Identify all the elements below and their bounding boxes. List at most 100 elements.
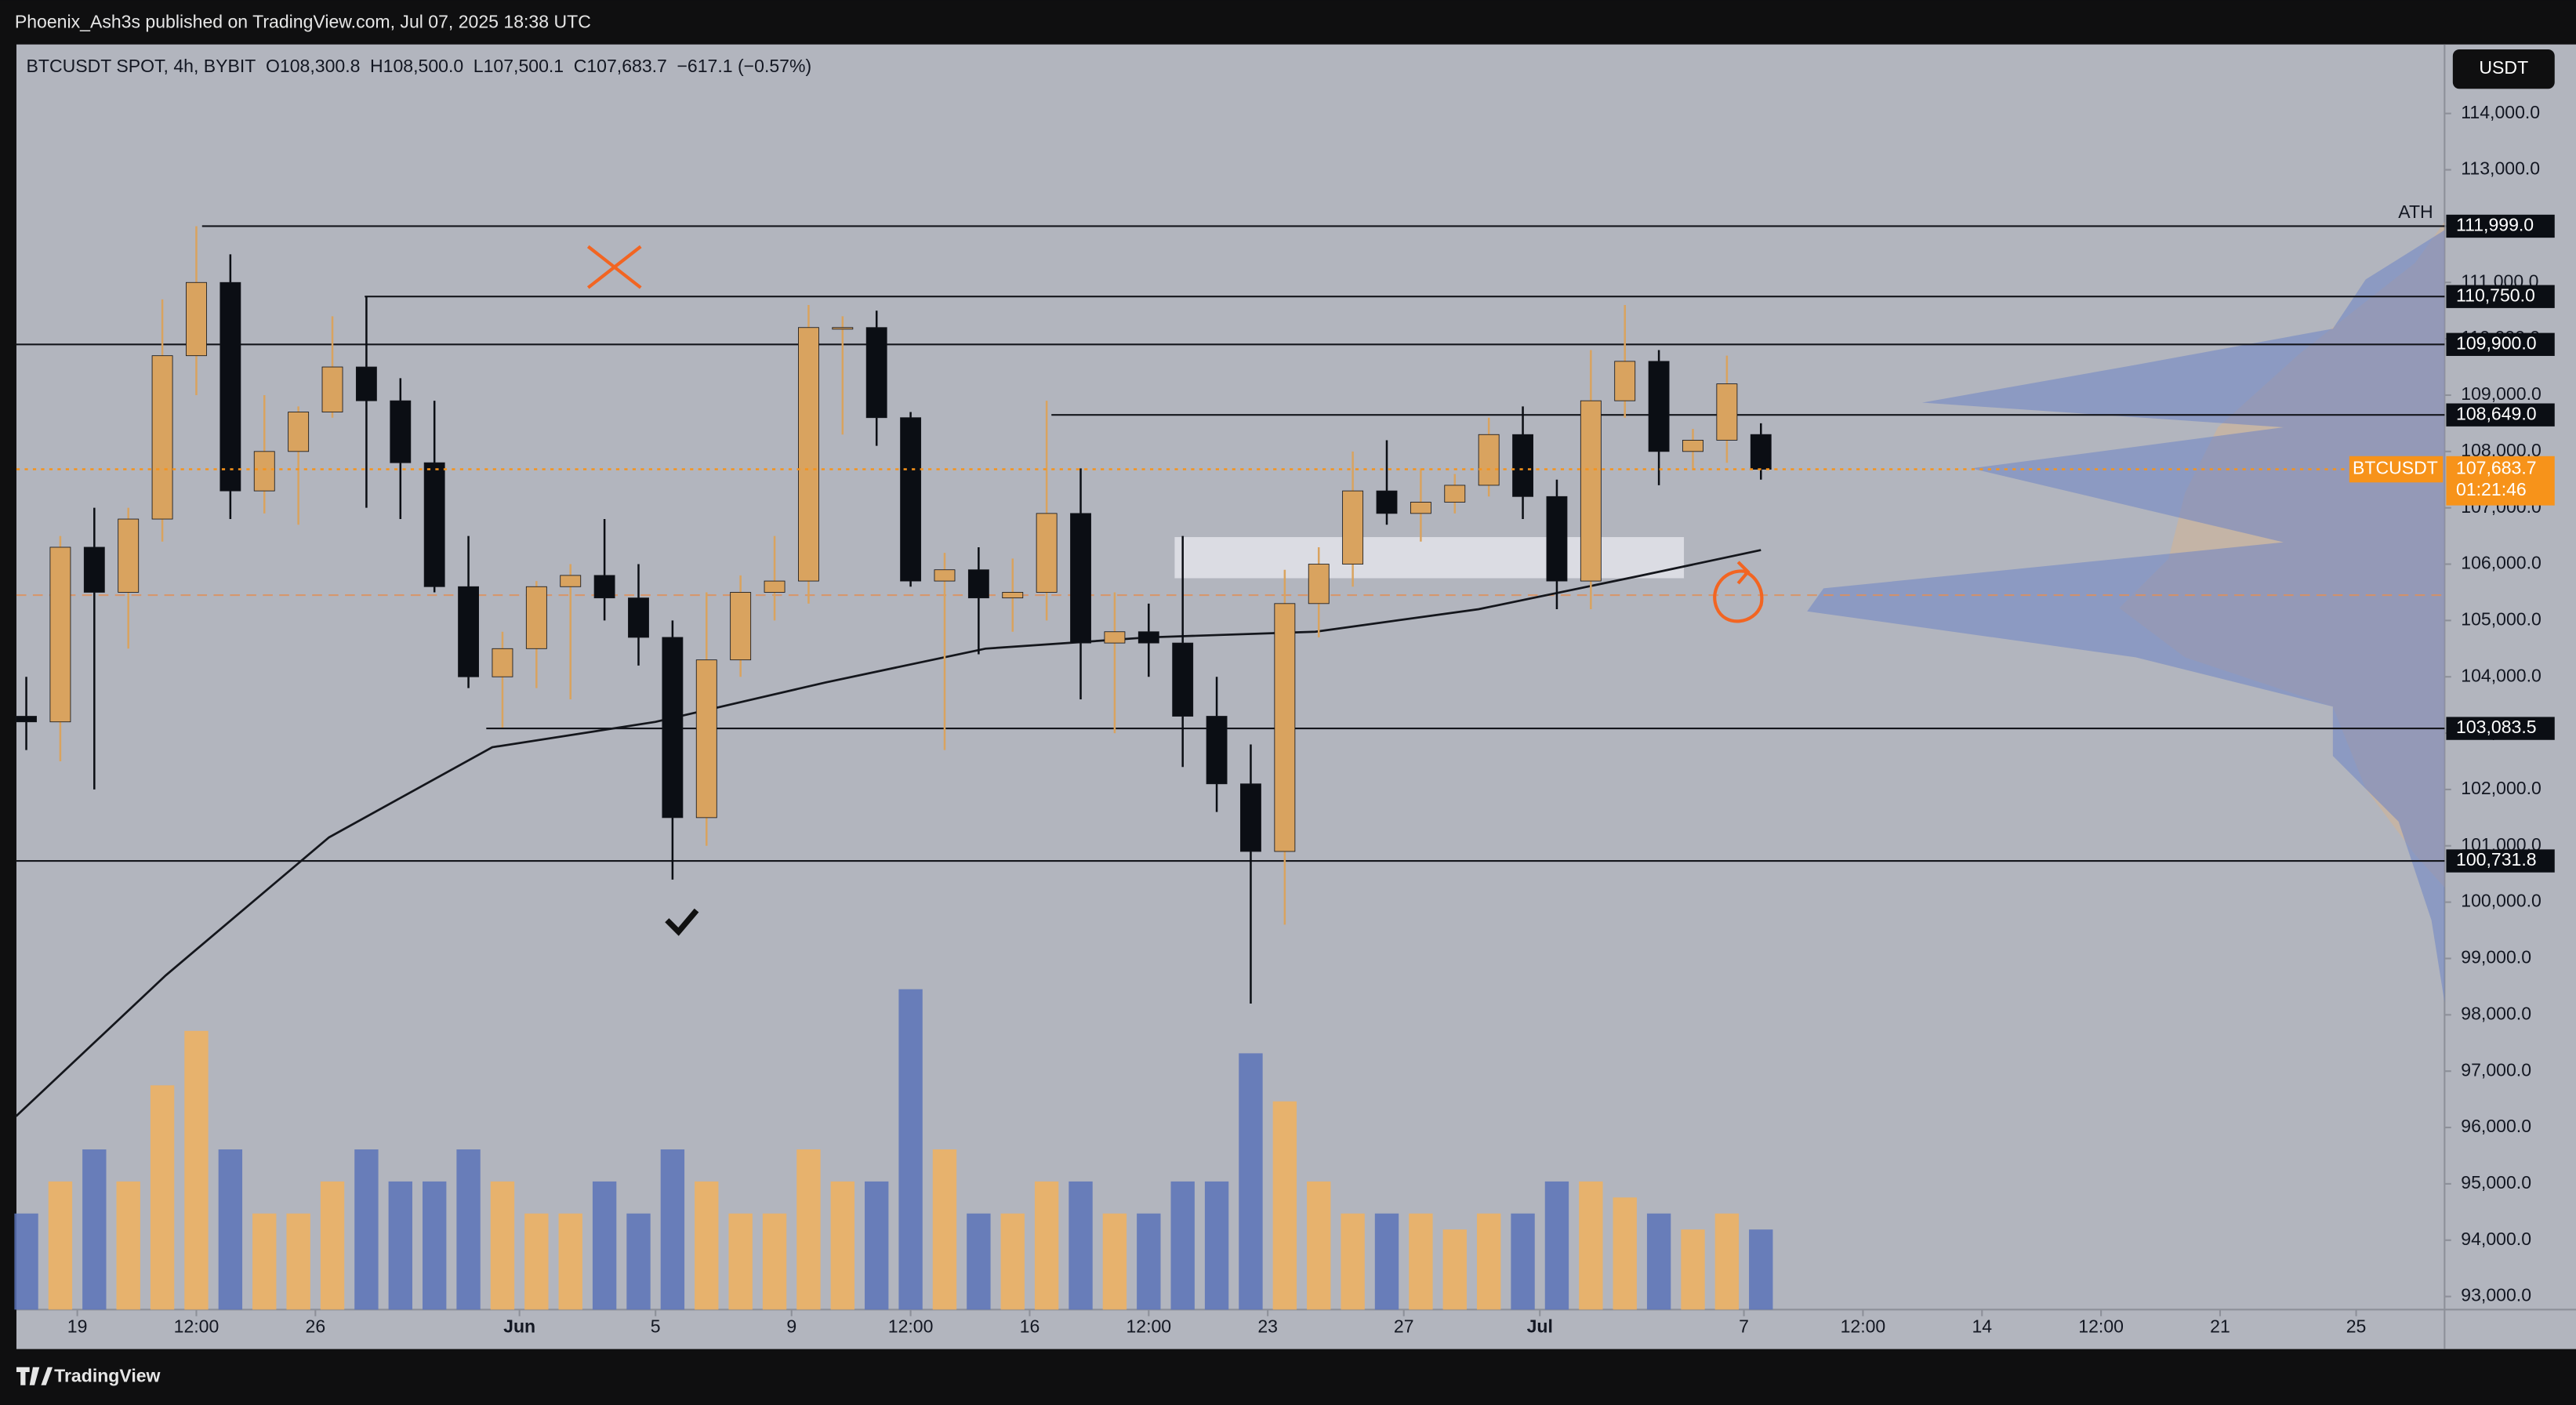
legend-value: 108,500.0 bbox=[383, 56, 464, 76]
volume-bar bbox=[82, 1149, 107, 1310]
candle-body bbox=[1546, 496, 1568, 582]
x-tick-label: 19 bbox=[67, 1316, 88, 1336]
volume-bar bbox=[286, 1213, 310, 1310]
candle-body bbox=[423, 462, 445, 587]
legend-key: H bbox=[370, 56, 383, 76]
x-tick-label: 16 bbox=[1020, 1316, 1040, 1336]
y-tick-label: 93,000.0 bbox=[2461, 1285, 2531, 1305]
volume-bar bbox=[1068, 1181, 1093, 1310]
candle-body bbox=[492, 648, 513, 677]
volume-bar bbox=[1646, 1213, 1671, 1310]
demand-zone bbox=[1174, 537, 1685, 579]
legend-key: L bbox=[473, 56, 484, 76]
candle-body bbox=[1580, 400, 1602, 582]
volume-bar bbox=[1374, 1213, 1399, 1310]
arrow-annotation bbox=[1713, 561, 1764, 623]
check-annotation bbox=[665, 908, 699, 936]
volume-bar bbox=[762, 1213, 787, 1310]
y-tick-label: 95,000.0 bbox=[2461, 1172, 2531, 1193]
x-tick-label: Jun bbox=[503, 1316, 535, 1336]
y-tick-label: 100,000.0 bbox=[2461, 891, 2542, 911]
volume-profile bbox=[1807, 230, 2445, 1003]
candle-body bbox=[355, 366, 377, 401]
symbol-label-box bbox=[2349, 456, 2444, 483]
x-tick-label: Jul bbox=[1527, 1316, 1553, 1336]
candle-body bbox=[695, 659, 717, 819]
volume-bar bbox=[490, 1181, 515, 1310]
x-tick-label: 12:00 bbox=[1841, 1316, 1886, 1336]
volume-bar bbox=[592, 1181, 617, 1310]
volume-bar bbox=[1511, 1213, 1535, 1310]
candle-body bbox=[628, 597, 649, 638]
candle-body bbox=[525, 586, 547, 649]
volume-bar bbox=[184, 1030, 209, 1310]
y-tick-label: 96,000.0 bbox=[2461, 1116, 2531, 1136]
volume-bar bbox=[1102, 1213, 1127, 1310]
candle-body bbox=[764, 580, 785, 593]
candle-body bbox=[1648, 361, 1670, 452]
volume-bar bbox=[1272, 1101, 1297, 1310]
countdown: 01:21:46 bbox=[2456, 479, 2527, 499]
x-annotation bbox=[586, 245, 642, 289]
candle-body bbox=[1682, 440, 1703, 452]
y-tick-label: 113,000.0 bbox=[2461, 158, 2540, 179]
volume-bar bbox=[558, 1213, 582, 1310]
volume-bar bbox=[932, 1149, 957, 1310]
candle-body bbox=[83, 546, 105, 593]
y-tick-label: 109,000.0 bbox=[2461, 383, 2542, 404]
plot: 93,000.0 94,000.0 95,000.0 96,000.0 97,000.0… bbox=[14, 102, 2555, 1336]
volume-bar bbox=[728, 1213, 753, 1310]
x-tick-label: 12:00 bbox=[2078, 1316, 2124, 1336]
y-tick-label: 106,000.0 bbox=[2461, 553, 2542, 573]
volume-bar bbox=[1137, 1213, 1161, 1310]
legend-value: 108,300.8 bbox=[280, 56, 361, 76]
candle-body bbox=[1308, 564, 1330, 604]
volume-bar bbox=[695, 1181, 719, 1310]
legend-symbol: BTCUSDT SPOT, 4h, BYBIT bbox=[27, 56, 256, 76]
candle-body bbox=[662, 637, 684, 819]
candle-body bbox=[593, 575, 615, 599]
legend-value: 107,683.7 bbox=[586, 56, 667, 76]
volume-bar bbox=[898, 989, 923, 1310]
x-tick-label: 12:00 bbox=[888, 1316, 934, 1336]
volume-bar bbox=[660, 1149, 685, 1310]
price-axis bbox=[2444, 44, 2576, 1349]
level-label: 108,649.0 bbox=[2456, 403, 2537, 423]
level-label: 109,900.0 bbox=[2456, 332, 2537, 353]
currency-button[interactable] bbox=[2452, 49, 2555, 89]
volume-bar bbox=[1714, 1213, 1740, 1310]
volume-bar bbox=[14, 1213, 38, 1310]
legend-value: 107,500.1 bbox=[484, 56, 564, 76]
volume-bar bbox=[1749, 1229, 1773, 1310]
candle-body bbox=[1070, 513, 1091, 644]
candle-body bbox=[288, 412, 310, 452]
x-tick-label: 7 bbox=[1739, 1316, 1749, 1336]
y-tick-label: 104,000.0 bbox=[2461, 665, 2542, 685]
currency-label[interactable]: USDT bbox=[2479, 57, 2528, 78]
symbol-label: BTCUSDT bbox=[2353, 458, 2438, 478]
y-tick-label: 97,000.0 bbox=[2461, 1059, 2531, 1080]
candle-body bbox=[458, 586, 480, 677]
candle-body bbox=[1172, 642, 1194, 717]
level-label: 110,750.0 bbox=[2456, 285, 2535, 305]
volume-bar bbox=[1239, 1053, 1263, 1310]
volume-bar bbox=[830, 1181, 855, 1310]
candle-body bbox=[1478, 434, 1500, 486]
volume-bar bbox=[1613, 1197, 1637, 1310]
candle-body bbox=[934, 569, 956, 582]
y-tick-label: 105,000.0 bbox=[2461, 608, 2542, 629]
candle-body bbox=[1410, 502, 1431, 514]
level-label-box bbox=[2446, 332, 2555, 356]
y-tick-label: 102,000.0 bbox=[2461, 778, 2542, 798]
brand: TradingView bbox=[54, 1365, 160, 1385]
candle-body bbox=[1002, 592, 1024, 599]
candle-body bbox=[1137, 631, 1159, 644]
volume-bar bbox=[1170, 1181, 1195, 1310]
volume-bar bbox=[354, 1149, 379, 1310]
volume-bar bbox=[1341, 1213, 1365, 1310]
ath-label: ATH bbox=[2398, 201, 2433, 222]
volume-bar bbox=[1476, 1213, 1501, 1310]
x-tick-label: 21 bbox=[2210, 1316, 2230, 1336]
volume-bar bbox=[48, 1181, 73, 1310]
chart-area bbox=[16, 44, 2445, 1349]
